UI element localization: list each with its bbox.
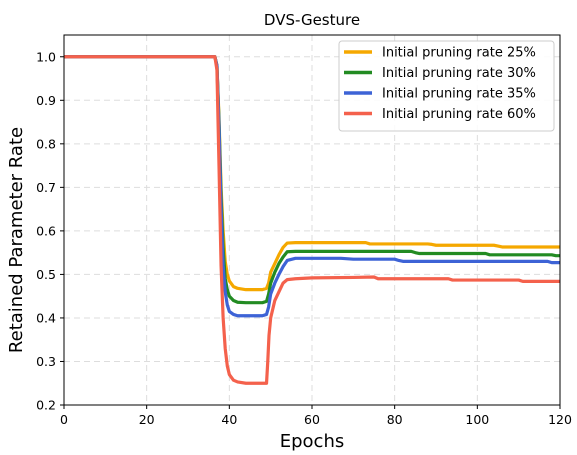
legend-entry-label: Initial pruning rate 35% (382, 87, 536, 102)
plot-lines (64, 55, 560, 385)
x-axis-label: Epochs (280, 431, 345, 452)
axis-ticks: 0 20 40 60 80 100 120 0.2 0.3 0.4 0.5 0.6 0.7 0.8 0.9 1… (36, 49, 572, 427)
y-tick-label: 0.4 (36, 310, 56, 325)
series-line (64, 55, 560, 385)
y-tick-label: 0.7 (36, 180, 56, 195)
x-tick-label: 100 (465, 412, 489, 427)
y-axis-label: Retained Parameter Rate (6, 127, 27, 353)
series-line (64, 55, 560, 318)
y-tick-label: 0.2 (36, 398, 56, 413)
x-tick-label: 20 (139, 412, 155, 427)
y-tick-label: 0.5 (36, 267, 56, 282)
x-tick-label: 0 (60, 412, 68, 427)
y-tick-label: 0.3 (36, 354, 56, 369)
legend-entry-label: Initial pruning rate 30% (382, 66, 536, 81)
y-tick-label: 0.9 (36, 93, 56, 108)
x-tick-label: 60 (304, 412, 320, 427)
legend-entry-label: Initial pruning rate 25% (382, 46, 536, 61)
chart-title: DVS-Gesture (264, 11, 360, 29)
legend: Initial pruning rate 25% Initial pruning … (338, 40, 555, 132)
y-tick-label: 0.8 (36, 136, 56, 151)
legend-entry-label: Initial pruning rate 60% (382, 107, 536, 122)
y-tick-label: 0.6 (36, 223, 56, 238)
x-tick-label: 80 (387, 412, 403, 427)
x-tick-label: 40 (221, 412, 237, 427)
legend-box (338, 40, 555, 132)
y-tick-label: 1.0 (36, 49, 56, 64)
x-tick-label: 120 (548, 412, 572, 427)
